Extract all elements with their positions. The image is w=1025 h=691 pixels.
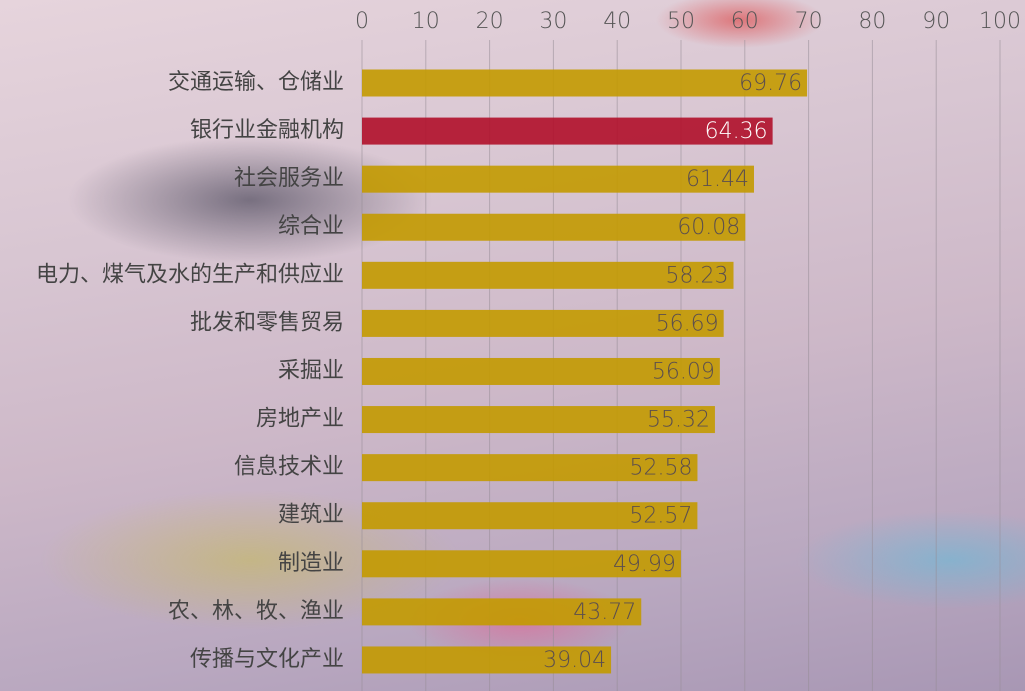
- y-tick-label: 电力、煤气及水的生产和供应业: [36, 262, 344, 287]
- value-label: 69.76: [739, 71, 802, 96]
- bar: [362, 550, 681, 578]
- bar: [362, 406, 715, 434]
- x-tick-label: 60: [731, 9, 759, 34]
- y-tick-label: 综合业: [278, 214, 344, 239]
- value-label: 43.77: [573, 600, 636, 625]
- value-label: 64.36: [705, 119, 768, 144]
- x-tick-label: 80: [858, 9, 886, 34]
- y-tick-label: 批发和零售贸易: [190, 310, 344, 335]
- value-label: 52.58: [629, 456, 692, 481]
- x-tick-label: 20: [476, 9, 504, 34]
- bar: [362, 454, 698, 482]
- x-tick-label: 10: [412, 9, 440, 34]
- value-label: 60.08: [677, 215, 740, 240]
- bar: [362, 213, 746, 241]
- x-tick-label: 90: [922, 9, 950, 34]
- value-label: 58.23: [666, 263, 729, 288]
- x-tick-label: 70: [795, 9, 823, 34]
- bar: [362, 261, 734, 289]
- bar: [362, 646, 612, 674]
- x-tick-label: 100: [979, 9, 1021, 34]
- bar: [362, 502, 698, 530]
- bar: [362, 117, 773, 145]
- x-tick-label: 30: [539, 9, 567, 34]
- bar: [362, 309, 724, 337]
- bar: [362, 357, 720, 385]
- bar: [362, 165, 754, 193]
- y-tick-label: 建筑业: [278, 503, 344, 528]
- x-tick-label: 40: [603, 9, 631, 34]
- value-label: 39.04: [543, 648, 606, 673]
- value-label: 56.09: [652, 359, 715, 384]
- y-tick-label: 交通运输、仓储业: [168, 70, 344, 95]
- x-tick-label: 0: [355, 9, 369, 34]
- y-tick-label: 房地产业: [256, 407, 344, 432]
- y-tick-label: 传播与文化产业: [190, 647, 344, 672]
- value-label: 55.32: [647, 408, 710, 433]
- value-label: 56.69: [656, 311, 719, 336]
- y-tick-label: 银行业金融机构: [190, 118, 344, 143]
- value-label: 49.99: [613, 552, 676, 577]
- x-tick-label: 50: [667, 9, 695, 34]
- value-label: 61.44: [686, 167, 749, 192]
- y-tick-label: 农、林、牧、渔业: [168, 599, 344, 624]
- value-label: 52.57: [629, 504, 692, 529]
- y-tick-label: 信息技术业: [234, 455, 344, 480]
- y-tick-label: 采掘业: [278, 358, 344, 383]
- bar: [362, 69, 808, 97]
- bar: [362, 598, 642, 626]
- y-tick-label: 制造业: [278, 551, 344, 576]
- y-tick-label: 社会服务业: [234, 166, 344, 191]
